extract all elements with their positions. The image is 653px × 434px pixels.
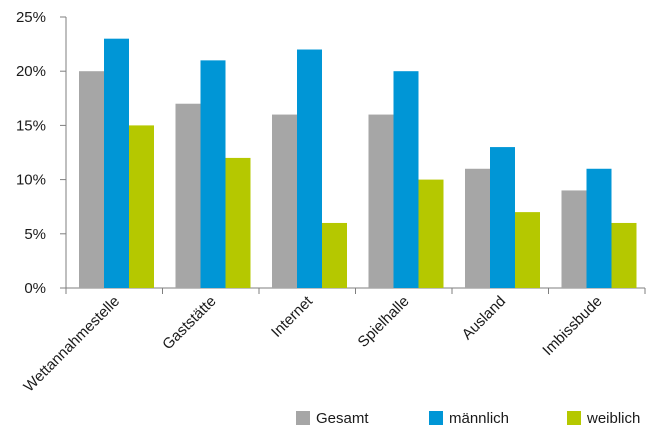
bar-mannlich-imbissbude: [586, 168, 612, 288]
legend-swatch-mannlich: [429, 411, 443, 425]
legend-label-mannlich: männlich: [449, 410, 509, 427]
bar-weiblich-wettannahmestelle: [129, 125, 154, 289]
bar-mannlich-ausland: [490, 147, 515, 288]
y-tick-label: 5%: [24, 226, 46, 243]
legend-swatch-weiblich: [567, 411, 581, 425]
y-tick-label: 10%: [16, 172, 46, 189]
y-tick-label: 20%: [16, 63, 46, 80]
y-axis: 0% 5% 10% 15% 20% 25%: [16, 9, 67, 297]
x-tick-label: Gaststätte: [159, 293, 219, 353]
legend-swatch-gesamt: [296, 411, 310, 425]
bar-gesamt-wettannahmestelle: [79, 71, 104, 288]
bar-weiblich-spielhalle: [418, 179, 444, 288]
bar-gesamt-spielhalle: [368, 114, 394, 288]
bar-mannlich-spielhalle: [393, 71, 419, 288]
y-tick-label: 0%: [24, 280, 46, 297]
y-tick-label: 25%: [16, 9, 46, 26]
bar-gesamt-ausland: [465, 168, 490, 288]
legend: Gesamt männlich weiblich: [296, 410, 640, 427]
bar-mannlich-internet: [297, 49, 322, 288]
bars: [79, 38, 637, 289]
x-tick-label: Internet: [268, 292, 317, 341]
x-tick-label: Imbissbude: [539, 293, 605, 359]
x-tick-label: Ausland: [459, 293, 509, 343]
bar-mannlich-wettannahmestelle: [104, 38, 129, 289]
bar-weiblich-imbissbude: [611, 222, 637, 288]
bar-weiblich-internet: [322, 222, 347, 288]
legend-label-gesamt: Gesamt: [316, 410, 369, 427]
bar-gesamt-imbissbude: [561, 190, 587, 288]
legend-label-weiblich: weiblich: [586, 410, 640, 427]
bar-weiblich-gaststatte: [225, 157, 251, 288]
x-tick-label: Spielhalle: [355, 293, 413, 351]
y-tick-label: 15%: [16, 117, 46, 134]
bar-weiblich-ausland: [515, 212, 540, 288]
bar-mannlich-gaststatte: [200, 60, 226, 288]
bar-gesamt-internet: [272, 114, 297, 288]
x-tick-label: Wettannahmestelle: [20, 293, 123, 396]
x-axis: Wettannahmestelle Gaststätte Internet Spiel…: [20, 287, 646, 396]
bar-gesamt-gaststatte: [175, 103, 201, 288]
